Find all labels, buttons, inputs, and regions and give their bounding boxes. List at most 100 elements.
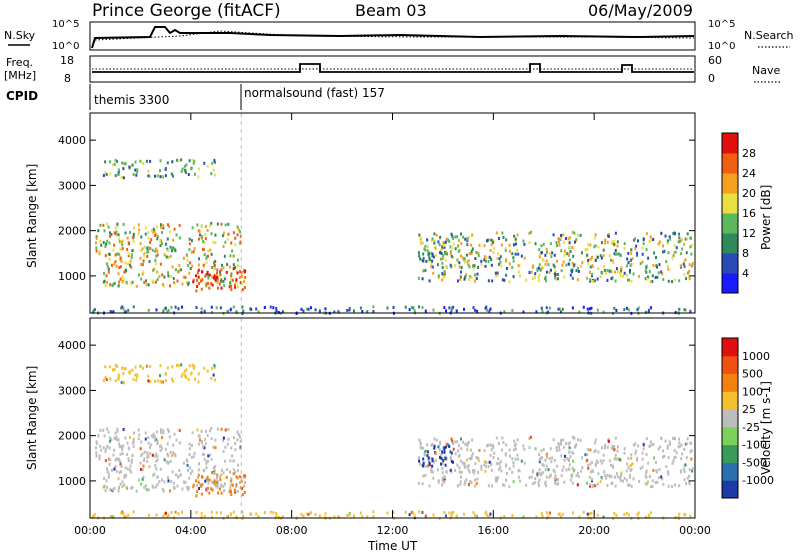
velocity-cell [162,429,165,433]
power-cell [131,249,134,253]
velocity-cell [614,453,617,457]
power-cell [124,310,127,314]
velocity-cell [241,493,244,497]
velocity-cell [206,477,209,481]
velocity-cell [200,515,203,519]
velocity-cell [478,448,481,452]
velocity-cell [625,469,628,473]
velocity-cell [542,448,545,452]
x-tick-label: 16:00 [477,524,509,537]
power-cell [528,271,531,275]
power-cell [219,279,222,283]
velocity-cell [136,373,139,377]
power-cell [541,266,544,270]
power-cell [195,289,198,293]
power-cell [485,239,488,243]
velocity-cell [596,460,599,464]
power-cell [95,235,98,239]
velocity-cell [650,511,653,515]
velocity-cell [663,454,666,458]
velocity-cell [113,367,116,371]
velocity-cell [120,511,123,515]
velocity-cell [109,488,112,492]
velocity-cell [220,427,223,431]
velocity-cell [428,461,431,465]
power-cell [241,312,244,316]
velocity-cell [625,478,628,482]
power-cell [611,259,614,263]
velocity-cell [545,455,548,459]
power-cell [649,235,652,239]
velocity-cell [112,488,115,492]
velocity-cell [517,457,520,461]
power-cell [214,233,217,237]
velocity-cell [140,467,143,471]
power-cell [117,168,120,172]
velocity-cell [95,451,98,455]
power-cell [665,260,668,264]
velocity-cell [438,448,441,452]
power-cell [645,264,648,268]
velocity-cell [196,476,199,480]
power-cell [116,159,119,163]
velocity-cell [512,464,515,468]
power-cell [554,277,557,281]
power-cell [422,256,425,260]
power-cell [678,232,681,236]
velocity-cell [146,459,149,463]
power-cell [428,279,431,283]
velocity-cell [114,458,117,462]
velocity-cell [132,431,135,435]
power-cell [120,306,123,310]
velocity-cell [139,447,142,451]
velocity-cell [235,485,238,489]
velocity-cell [459,482,462,486]
power-cell [432,255,435,259]
velocity-cell [426,454,429,458]
velocity-cell [590,460,593,464]
power-cell [179,268,182,272]
velocity-cell [618,476,621,480]
velocity-cell [523,447,526,451]
velocity-cell [229,486,232,490]
power-cell [547,310,550,314]
velocity-cell [564,441,567,445]
power-cell [426,238,429,242]
power-cell [567,262,570,266]
velocity-cell [130,470,133,474]
velocity-cell [156,458,159,462]
power-cell [318,309,321,313]
power-cell [302,309,305,313]
power-cell [498,257,501,261]
power-cell [623,246,626,250]
power-cell [112,248,115,252]
velocity-cell [200,439,203,443]
velocity-cell [244,480,247,484]
velocity-cell [440,453,443,457]
power-cell [466,237,469,241]
velocity-cell [107,472,110,476]
velocity-cell [603,446,606,450]
power-cell [109,283,112,287]
power-cell [601,271,604,275]
power-cell [463,307,466,311]
power-cell [239,240,242,244]
power-cell [191,264,194,268]
power-cell [352,309,355,313]
velocity-cell [517,475,520,479]
velocity-x-axis: 00:00 04:00 08:00 12:00 16:00 20:00 00:00 [74,113,711,537]
velocity-cell [166,428,169,432]
velocity-cell [672,437,675,441]
velocity-cell [236,463,239,467]
velocity-cell [418,510,421,514]
velocity-cell [188,476,191,480]
power-cell [474,257,477,261]
velocity-cell [480,467,483,471]
power-cell [147,283,150,287]
power-cell [513,234,516,238]
velocity-cell [549,447,552,451]
power-cell [450,306,453,310]
power-cell [418,254,421,258]
power-cell [587,261,590,265]
power-cell [487,260,490,264]
